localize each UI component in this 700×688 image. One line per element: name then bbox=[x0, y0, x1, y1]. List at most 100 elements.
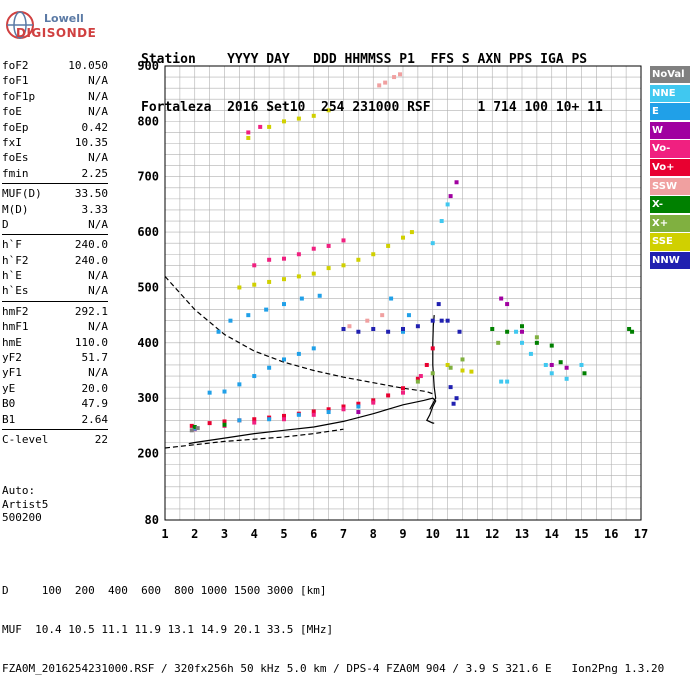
data-point bbox=[252, 417, 257, 422]
param-row: h`Es N/A bbox=[2, 283, 108, 298]
data-point bbox=[448, 385, 453, 390]
y-tick-label: 800 bbox=[137, 114, 159, 128]
data-point bbox=[406, 313, 411, 318]
data-point bbox=[398, 72, 403, 77]
data-point bbox=[549, 343, 554, 348]
plot-frame bbox=[164, 65, 642, 521]
legend-item: SSW bbox=[650, 177, 690, 195]
data-point bbox=[282, 357, 286, 362]
param-row: hmF2 292.1 bbox=[2, 304, 108, 319]
data-point bbox=[356, 401, 361, 406]
param-row: D N/A bbox=[2, 217, 108, 232]
x-tick-label: 9 bbox=[399, 527, 406, 541]
x-tick-label: 4 bbox=[251, 527, 258, 541]
param-value: N/A bbox=[88, 320, 108, 334]
param-value: 22 bbox=[94, 432, 108, 446]
param-value: N/A bbox=[88, 284, 108, 298]
data-point bbox=[439, 219, 444, 224]
data-point bbox=[296, 412, 301, 417]
data-point bbox=[430, 241, 435, 246]
param-separator bbox=[2, 234, 108, 236]
param-value: 10.35 bbox=[74, 135, 108, 149]
data-point bbox=[460, 368, 465, 373]
param-label: M(D) bbox=[2, 202, 29, 216]
legend-item: Vo+ bbox=[650, 158, 690, 177]
data-point bbox=[192, 424, 197, 429]
data-point bbox=[317, 293, 322, 298]
param-label: yF1 bbox=[2, 366, 22, 380]
data-point bbox=[258, 124, 263, 129]
data-point bbox=[341, 326, 346, 331]
auto-scaling-info: Auto: Artist5 500200 bbox=[2, 484, 48, 525]
y-tick-label: 600 bbox=[137, 225, 159, 239]
param-row: yF2 51.7 bbox=[2, 350, 108, 365]
data-point bbox=[528, 351, 533, 356]
param-label: fmin bbox=[2, 166, 29, 180]
param-row: fxI 10.35 bbox=[2, 135, 108, 150]
data-point bbox=[252, 374, 257, 379]
data-point bbox=[296, 351, 301, 356]
param-label: h`E bbox=[2, 269, 22, 283]
data-point bbox=[534, 340, 539, 345]
curve-lower_dashed bbox=[164, 428, 344, 449]
param-row: h`E N/A bbox=[2, 268, 108, 283]
footer-distance-row: D 100 200 400 600 800 1000 1500 3000 [km… bbox=[2, 584, 327, 597]
data-point bbox=[430, 318, 435, 323]
data-point bbox=[469, 369, 474, 374]
data-point bbox=[392, 75, 397, 80]
data-point bbox=[454, 180, 459, 185]
param-value: 10.050 bbox=[68, 59, 108, 72]
data-point bbox=[451, 401, 456, 406]
data-point bbox=[296, 116, 301, 121]
curve-muf_dashed bbox=[164, 275, 434, 395]
param-separator bbox=[2, 300, 108, 302]
globe-icon bbox=[6, 11, 34, 39]
data-point bbox=[189, 428, 194, 433]
lowell-digisonde-logo: Lowell DIGISONDE bbox=[4, 6, 124, 46]
param-label: hmF1 bbox=[2, 320, 29, 334]
param-row: foF1 N/A bbox=[2, 73, 108, 88]
param-value: N/A bbox=[88, 366, 108, 380]
data-point bbox=[454, 396, 459, 401]
param-label: hmE bbox=[2, 335, 22, 349]
data-point bbox=[311, 412, 316, 417]
data-point bbox=[267, 417, 272, 422]
parameter-panel: foF2 10.050 foF1 N/A foF1p N/A foE N/A foEp 0.42 f… bbox=[2, 58, 108, 447]
data-point bbox=[445, 202, 450, 207]
x-tick-label: 1 bbox=[161, 527, 168, 541]
param-label: B1 bbox=[2, 412, 16, 426]
data-point bbox=[582, 371, 587, 376]
data-point bbox=[228, 318, 233, 323]
legend-item: X+ bbox=[650, 214, 690, 233]
data-point bbox=[389, 296, 394, 301]
auto-artist: Artist5 bbox=[2, 497, 49, 511]
x-tick-label: 3 bbox=[221, 527, 228, 541]
param-value: N/A bbox=[88, 217, 108, 231]
param-row: h`F 240.0 bbox=[2, 237, 108, 252]
data-point bbox=[207, 390, 212, 395]
data-point bbox=[216, 329, 221, 334]
param-label: B0 bbox=[2, 397, 16, 411]
data-point bbox=[237, 285, 242, 290]
data-point bbox=[436, 302, 441, 307]
x-tick-label: 17 bbox=[634, 527, 648, 541]
param-value: 110.0 bbox=[74, 335, 108, 349]
param-label: fxI bbox=[2, 135, 22, 149]
data-point bbox=[505, 302, 510, 307]
param-label: h`F2 bbox=[2, 253, 29, 267]
data-point bbox=[549, 362, 554, 367]
data-point bbox=[564, 365, 569, 370]
data-point bbox=[457, 329, 462, 334]
data-point bbox=[282, 413, 286, 418]
param-label: yF2 bbox=[2, 351, 22, 365]
data-point bbox=[189, 423, 194, 428]
data-point bbox=[356, 257, 361, 262]
data-point bbox=[579, 362, 584, 367]
y-tick-label: 200 bbox=[137, 447, 159, 461]
x-tick-label: 7 bbox=[340, 527, 347, 541]
data-point bbox=[282, 119, 286, 124]
station-header: Station YYYY DAY DDD HHMMSS P1 FFS S AXN… bbox=[141, 20, 603, 132]
param-row: MUF(D) 33.50 bbox=[2, 186, 108, 201]
legend-item: E bbox=[650, 103, 690, 121]
data-point bbox=[207, 421, 212, 426]
